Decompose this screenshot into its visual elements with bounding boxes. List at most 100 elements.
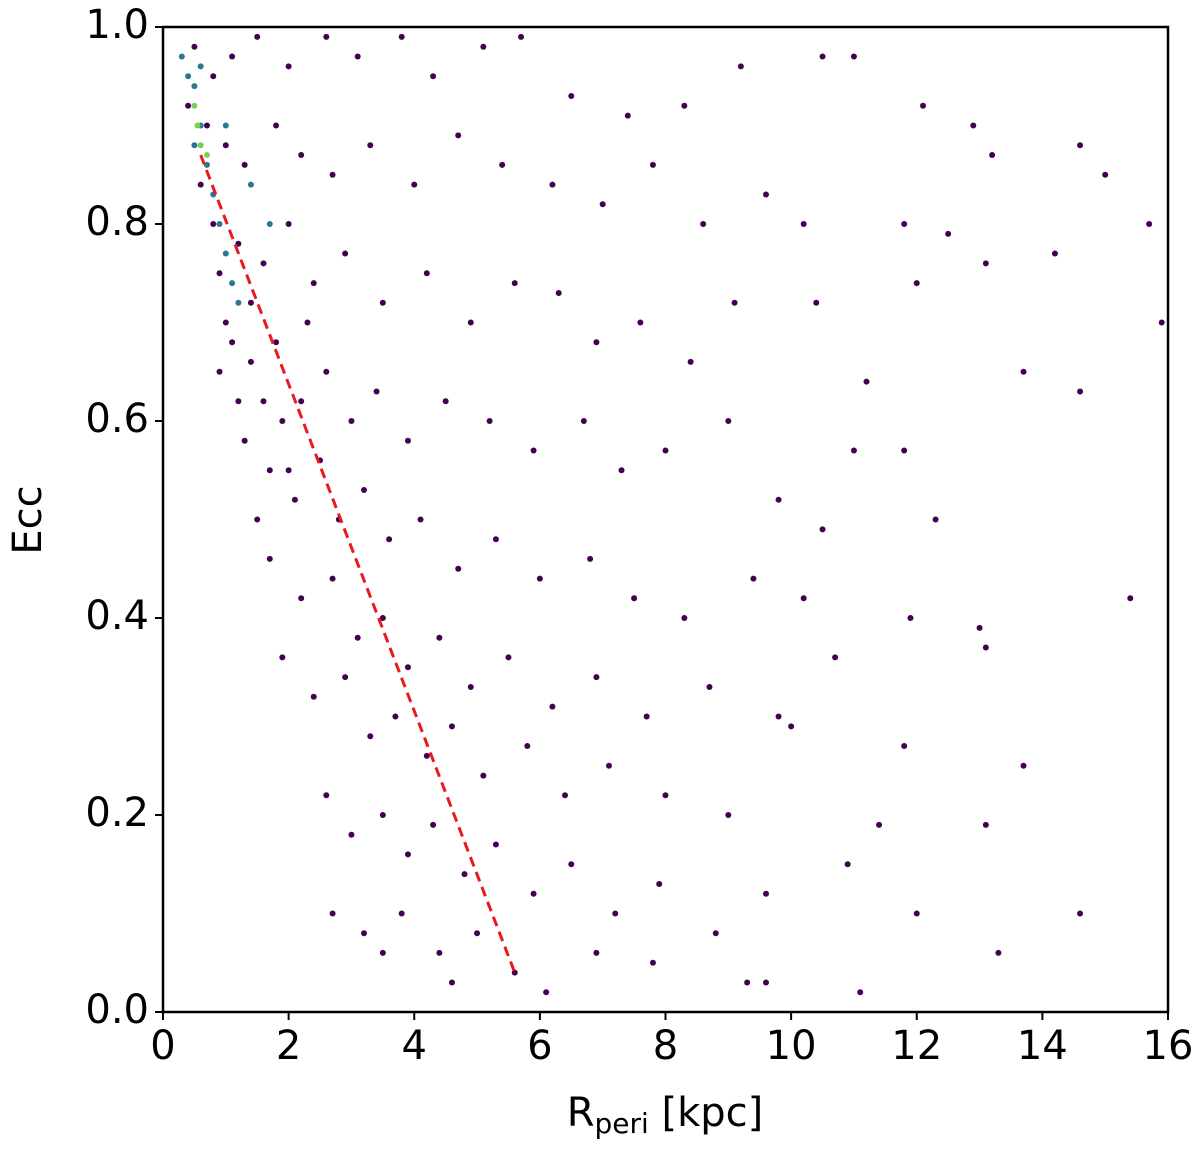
plot-frame [161,25,1170,1014]
scatter-point [687,358,694,365]
scatter-point [266,467,273,474]
scatter-point [649,161,656,168]
scatter-point [593,339,600,346]
scatter-point [191,102,198,109]
scatter-point [361,486,367,493]
x-tick-label: 4 [402,1023,427,1069]
scatter-point [549,703,556,710]
scatter-point [913,910,920,917]
scatter-point [901,743,908,750]
scatter-point [235,299,242,306]
scatter-point [662,447,669,454]
scatter-point [624,112,631,119]
scatter-point [857,989,864,996]
scatter-point [920,102,927,109]
scatter-point [379,812,386,818]
scatter-point [681,615,688,621]
scatter-point [185,102,192,109]
scatter-point [342,674,349,681]
scatter-point [436,949,443,956]
scatter-point [844,861,851,868]
scatter-point [254,516,261,523]
scatter-point [448,979,455,986]
scatter-point [379,299,386,306]
scatter-point [197,63,204,70]
x-tick-label: 16 [1143,1023,1194,1069]
x-tick-label: 8 [653,1023,678,1069]
scatter-point [706,683,713,690]
scatter-point [222,142,229,149]
scatter-point [681,102,688,109]
scatter-point [712,930,719,937]
scatter-point [392,713,399,720]
scatter-point [492,536,499,543]
scatter-point [273,122,280,129]
scatter-point [194,122,201,129]
x-tick-label: 6 [527,1023,552,1069]
scatter-point [348,831,355,838]
scatter-point [1146,221,1153,227]
scatter-point [1102,171,1109,178]
scatter-point [536,575,543,582]
scatter-point [499,161,506,168]
scatter-point [612,910,619,917]
scatter-point [800,221,807,227]
scatter-point [524,743,531,750]
scatter-point [285,221,292,227]
scatter-point [643,713,650,720]
scatter-point [1020,368,1027,375]
scatter-point [1127,595,1134,602]
scatter-point [398,33,405,40]
scatter-point [367,733,374,740]
scatter-point [291,496,298,503]
scatter-point [216,270,223,277]
scatter-point [876,821,883,828]
scatter-point [354,634,361,641]
scatter-point [750,575,757,582]
scatter-point [191,43,198,50]
scatter-point [266,555,273,562]
scatter-point [819,53,826,60]
scatter-point [599,201,606,208]
scatter-point [329,171,336,178]
scatter-point [1020,762,1027,769]
y-tick-label: 0.4 [85,593,149,639]
scatter-point [229,53,236,60]
scatter-point [700,221,707,227]
scatter-point [354,53,361,60]
scatter-point [229,339,236,346]
scatter-point [1077,910,1084,917]
scatter-point [260,398,267,405]
scatter-point [832,654,839,661]
scatter-point [850,447,857,454]
y-tick-label: 0.6 [85,396,149,442]
scatter-point [386,536,393,543]
scatter-point [404,851,411,858]
scatter-point [178,53,185,60]
scatter-point [788,723,795,730]
scatter-point [404,664,411,671]
x-tick-label: 14 [1017,1023,1068,1069]
scatter-point [216,221,223,227]
scatter-point [492,841,499,848]
scatter-point [631,595,638,602]
scatter-point [373,388,380,395]
scatter-point [511,280,518,287]
scatter-point [543,989,550,996]
y-tick-label: 0.0 [85,987,149,1033]
scatter-point [379,949,386,956]
scatter-point [763,191,769,198]
scatter-point [229,280,236,287]
scatter-point [273,339,280,346]
scatter-point [348,418,355,424]
scatter-point [605,762,612,769]
scatter-point [279,654,286,661]
scatter-point [505,654,512,661]
scatter-point [266,221,273,227]
scatter-point [618,467,625,474]
scatter-point [455,565,462,572]
scatter-point [210,221,217,227]
scatter-point [367,142,374,149]
scatter-point [191,142,198,149]
